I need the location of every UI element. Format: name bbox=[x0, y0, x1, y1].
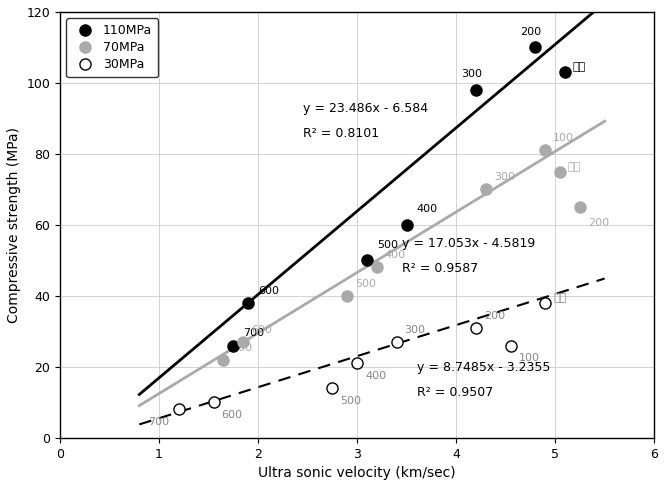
Text: 상온: 상온 bbox=[568, 162, 581, 171]
Text: 700: 700 bbox=[243, 328, 265, 338]
Text: 300: 300 bbox=[493, 172, 515, 182]
Text: 100: 100 bbox=[519, 353, 539, 363]
Text: 400: 400 bbox=[385, 250, 406, 261]
Text: 400: 400 bbox=[416, 204, 438, 214]
Text: 600: 600 bbox=[251, 325, 272, 335]
Legend: 110MPa, 70MPa, 30MPa: 110MPa, 70MPa, 30MPa bbox=[66, 18, 158, 77]
Text: 600: 600 bbox=[258, 286, 279, 296]
Text: 200: 200 bbox=[521, 27, 541, 37]
Text: 200: 200 bbox=[588, 218, 609, 228]
Text: R² = 0.9587: R² = 0.9587 bbox=[402, 262, 478, 275]
Text: 400: 400 bbox=[365, 371, 386, 381]
Text: 300: 300 bbox=[404, 325, 426, 335]
Text: 500: 500 bbox=[355, 279, 376, 289]
X-axis label: Ultra sonic velocity (km/sec): Ultra sonic velocity (km/sec) bbox=[258, 466, 456, 480]
Text: y = 17.053x - 4.5819: y = 17.053x - 4.5819 bbox=[402, 237, 535, 250]
Text: 100: 100 bbox=[553, 133, 574, 143]
Text: 700: 700 bbox=[148, 417, 169, 427]
Text: y = 8.7485x - 3.2355: y = 8.7485x - 3.2355 bbox=[416, 361, 550, 374]
Text: 상온: 상온 bbox=[573, 62, 586, 72]
Text: y = 23.486x - 6.584: y = 23.486x - 6.584 bbox=[303, 102, 428, 115]
Text: 600: 600 bbox=[221, 410, 243, 420]
Text: 500: 500 bbox=[377, 240, 398, 250]
Text: R² = 0.9507: R² = 0.9507 bbox=[416, 386, 493, 399]
Text: 700: 700 bbox=[231, 343, 253, 353]
Y-axis label: Compressive strength (MPa): Compressive strength (MPa) bbox=[7, 127, 21, 323]
Text: 500: 500 bbox=[340, 396, 361, 406]
Text: 상온: 상온 bbox=[553, 293, 567, 303]
Text: R² = 0.8101: R² = 0.8101 bbox=[303, 127, 379, 140]
Text: 300: 300 bbox=[461, 69, 482, 79]
Text: 200: 200 bbox=[484, 311, 505, 320]
